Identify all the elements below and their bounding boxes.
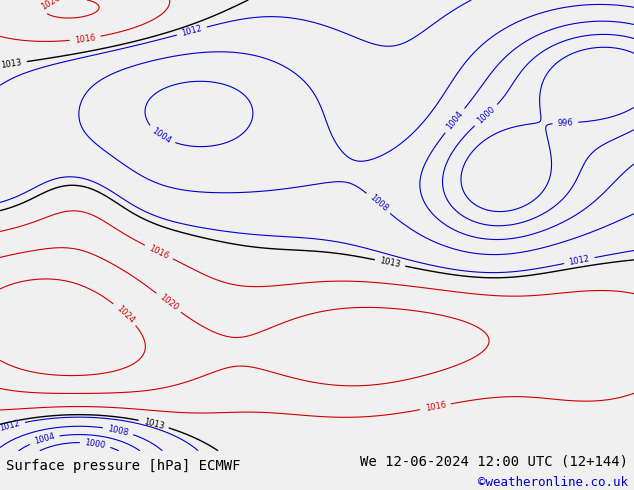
Text: 1016: 1016 (74, 33, 96, 45)
Text: 996: 996 (557, 118, 574, 128)
Text: 1020: 1020 (157, 293, 179, 313)
Text: 1000: 1000 (84, 438, 107, 450)
Text: 1004: 1004 (33, 432, 56, 446)
Text: 1004: 1004 (445, 110, 465, 132)
Text: 1020: 1020 (39, 0, 62, 12)
Text: 1004: 1004 (150, 126, 172, 146)
Text: ©weatheronline.co.uk: ©weatheronline.co.uk (477, 476, 628, 489)
Text: 1008: 1008 (367, 193, 389, 214)
Text: We 12-06-2024 12:00 UTC (12+144): We 12-06-2024 12:00 UTC (12+144) (359, 455, 628, 469)
Text: 1013: 1013 (143, 416, 165, 431)
Text: 1013: 1013 (1, 58, 23, 70)
Text: 1012: 1012 (568, 254, 590, 267)
Text: 1016: 1016 (147, 244, 171, 261)
Text: 1016: 1016 (424, 400, 447, 413)
Text: Surface pressure [hPa] ECMWF: Surface pressure [hPa] ECMWF (6, 459, 241, 473)
Text: 1012: 1012 (181, 24, 203, 38)
Text: 1013: 1013 (378, 256, 401, 270)
Text: 1012: 1012 (0, 419, 21, 433)
Text: 1000: 1000 (476, 105, 497, 125)
Text: 1008: 1008 (107, 424, 129, 437)
Text: 1024: 1024 (114, 304, 136, 324)
